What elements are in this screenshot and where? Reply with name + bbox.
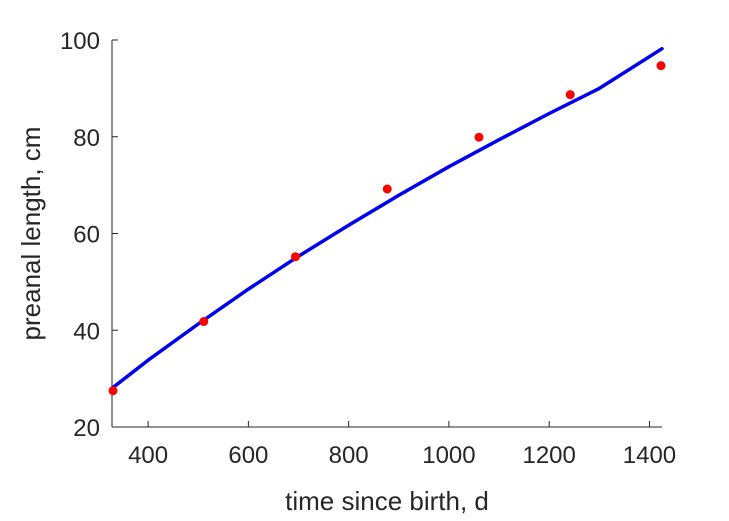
x-tick-label: 1400 [623,442,676,469]
x-ticks: 400 600 800 1000 1200 1400 [128,421,676,469]
data-point [199,317,209,327]
data-points-layer [108,61,666,396]
y-tick-label: 100 [60,28,100,55]
fit-curve [110,46,664,391]
x-tick-label: 400 [128,442,168,469]
y-axis-label: preanal length, cm [16,127,46,341]
x-tick-label: 1200 [522,442,575,469]
y-tick-label: 80 [73,125,100,152]
data-point [291,252,301,262]
data-point [565,90,575,100]
x-tick-label: 600 [228,442,268,469]
x-axis-label: time since birth, d [285,486,489,516]
data-point [474,132,484,142]
x-tick-label: 1000 [422,442,475,469]
data-point [656,61,666,71]
data-point [108,386,118,396]
fit-curve-layer [110,46,664,391]
y-tick-label: 20 [73,415,100,442]
y-tick-label: 40 [73,318,100,345]
y-tick-label: 60 [73,222,100,249]
y-ticks: 20 40 60 80 100 [60,28,118,442]
data-point [382,184,392,194]
x-tick-label: 800 [329,442,369,469]
